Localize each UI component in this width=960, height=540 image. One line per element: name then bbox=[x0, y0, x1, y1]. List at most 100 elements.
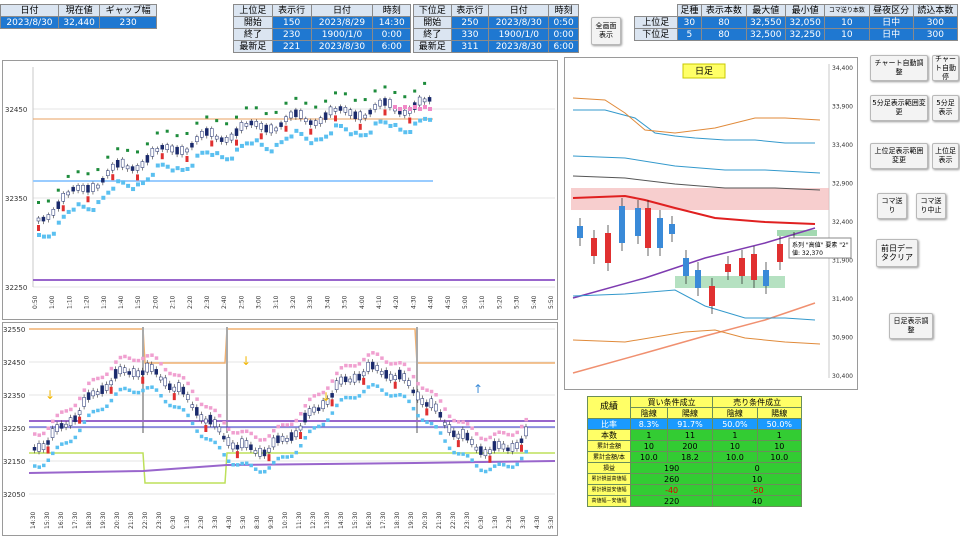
bottom-pink-dot-108 bbox=[519, 424, 524, 429]
bottom-pink-dot-101 bbox=[488, 435, 492, 440]
top-lower-dot-32 bbox=[195, 153, 200, 158]
bottom-pink-dot-42 bbox=[222, 421, 226, 425]
top-candle-70 bbox=[383, 98, 387, 106]
upper-latest-date: 2023/8/30 bbox=[310, 40, 374, 53]
top-candle-56 bbox=[313, 120, 318, 126]
daily-ma-red bbox=[572, 194, 816, 225]
top-lower-dot-27 bbox=[170, 168, 175, 173]
stats-sub-2: 陰線 bbox=[712, 407, 758, 419]
settings-lower-type[interactable]: 5 bbox=[676, 28, 703, 41]
top-candle-12 bbox=[96, 184, 100, 189]
top-red-candle-50 bbox=[284, 125, 288, 132]
bottom-ytick-0: 32550 bbox=[3, 326, 25, 334]
bottom-blue-dot-46 bbox=[240, 461, 244, 466]
five-min-range-button[interactable]: 5分足表示範囲変更 bbox=[870, 95, 928, 121]
daily-candle-14 bbox=[763, 270, 769, 286]
bottom-blue-dot-48 bbox=[249, 463, 253, 468]
bottom-pink-dot-3 bbox=[46, 426, 51, 430]
settings-upper-step[interactable]: 10 bbox=[824, 16, 870, 29]
bottom-candle-31 bbox=[172, 386, 177, 392]
settings-upper-count[interactable]: 80 bbox=[701, 16, 747, 29]
bottom-candle-12 bbox=[86, 392, 91, 400]
daily-title-box bbox=[682, 63, 726, 79]
current-price-table: 日付 現在値 ギャップ幅 2023/8/30 32,440 230 bbox=[0, 4, 157, 29]
top-lower-dot-18 bbox=[126, 183, 131, 188]
bottom-red-candle-59 bbox=[299, 432, 303, 440]
settings-upper-max[interactable]: 32,550 bbox=[745, 16, 786, 29]
top-xtick-25: 5:00 bbox=[462, 295, 469, 309]
settings-upper-min[interactable]: 32,050 bbox=[784, 16, 826, 29]
top-candle-22 bbox=[145, 155, 150, 163]
daily-candle-12 bbox=[739, 258, 745, 276]
bottom-candle-7 bbox=[64, 423, 68, 428]
bottom-candle-23 bbox=[136, 370, 140, 378]
bottom-pink-dot-11 bbox=[82, 388, 87, 392]
bottom-pink-dot-28 bbox=[159, 361, 163, 366]
lower-latest-time: 6:00 bbox=[548, 40, 579, 53]
settings-lower-load[interactable]: 300 bbox=[912, 28, 959, 41]
top-lower-dot-14 bbox=[106, 190, 111, 195]
daily-adjust-button[interactable]: 日足表示調整 bbox=[889, 313, 933, 339]
bottom-candle-77 bbox=[379, 371, 384, 375]
lower-start-row: 250 bbox=[450, 16, 490, 29]
five-min-show-button[interactable]: 5分足表示 bbox=[932, 95, 959, 121]
top-xtick-12: 2:50 bbox=[238, 295, 245, 309]
settings-lower-max[interactable]: 32,500 bbox=[745, 28, 786, 41]
lower-latest-row: 311 bbox=[450, 40, 490, 53]
lower-end-time: 0:00 bbox=[548, 28, 579, 41]
bottom-blue-dot-26 bbox=[150, 385, 154, 389]
bottom-pink-dot-40 bbox=[213, 408, 217, 413]
bottom-candle-93 bbox=[452, 430, 456, 438]
bottom-xtick-2: 16:30 bbox=[58, 512, 65, 529]
bottom-candle-70 bbox=[348, 378, 352, 383]
top-lower-dot-31 bbox=[190, 163, 195, 168]
bottom-blue-dot-60 bbox=[303, 436, 308, 440]
bottom-candle-97 bbox=[470, 439, 474, 445]
bottom-xtick-27: 19:30 bbox=[408, 512, 415, 529]
top-candle-67 bbox=[368, 109, 372, 115]
top-lower-dot-50 bbox=[284, 136, 289, 141]
fullscreen-button[interactable]: 全画面 表示 bbox=[591, 17, 621, 45]
top-lower-dot-73 bbox=[398, 127, 403, 132]
bottom-blue-dot-50 bbox=[258, 470, 262, 474]
bottom-blue-dot-10 bbox=[78, 428, 82, 433]
settings-upper-type[interactable]: 30 bbox=[676, 16, 703, 29]
bottom-blue-dot-12 bbox=[87, 413, 91, 418]
bottom-candle-37 bbox=[199, 414, 204, 421]
settings-lower-step[interactable]: 10 bbox=[824, 28, 870, 41]
bottom-blue-dot-91 bbox=[443, 439, 447, 443]
top-lower-dot-65 bbox=[358, 133, 363, 138]
settings-lower-session[interactable]: 日中 bbox=[868, 28, 914, 41]
top-candle-55 bbox=[309, 120, 313, 125]
clear-previous-data-button[interactable]: 前日データクリア bbox=[876, 239, 918, 267]
top-candle-61 bbox=[338, 106, 343, 111]
daily-chart-svg: 日足 34,40033,90033,40032,90032,40031,9003… bbox=[571, 63, 853, 380]
bottom-x-ticks: 14:30 15:30 16:30 17:30 18:30 19:30 20:30 21:30… bbox=[30, 512, 555, 529]
bottom-pink-dot-5 bbox=[55, 413, 60, 418]
top-pink-dot-0 bbox=[393, 105, 397, 109]
gap-header: ギャップ幅 bbox=[99, 4, 157, 17]
bottom-blue-dot-11 bbox=[82, 420, 87, 424]
bottom-candle-25 bbox=[145, 362, 149, 373]
chart-auto-stop-button[interactable]: チャート自動停 bbox=[932, 55, 959, 81]
top-red-candle-75 bbox=[408, 117, 412, 124]
top-pink-dot-5 bbox=[418, 107, 422, 111]
upper-range-button[interactable]: 上位足表示範囲変更 bbox=[870, 143, 928, 169]
bottom-candle-21 bbox=[127, 371, 131, 375]
bottom-blue-dot-97 bbox=[470, 458, 474, 462]
top-lower-dot-61 bbox=[338, 123, 343, 128]
bottom-candle-4 bbox=[50, 428, 55, 438]
koma-button[interactable]: コマ送り bbox=[877, 193, 907, 219]
top-green-dot-64 bbox=[353, 98, 357, 102]
chart-auto-adjust-button[interactable]: チャート自動調整 bbox=[870, 55, 928, 81]
upper-show-button[interactable]: 上位足表示 bbox=[932, 143, 959, 169]
bottom-blue-dot-30 bbox=[168, 403, 172, 408]
settings-lower-count[interactable]: 80 bbox=[701, 28, 747, 41]
koma-stop-button[interactable]: コマ送り中止 bbox=[916, 193, 946, 219]
bottom-pink-dot-45 bbox=[235, 431, 240, 435]
settings-lower-min[interactable]: 32,250 bbox=[784, 28, 826, 41]
bottom-candle-76 bbox=[375, 365, 379, 371]
top-lower-dot-45 bbox=[259, 142, 264, 147]
settings-upper-session[interactable]: 日中 bbox=[868, 16, 914, 29]
settings-upper-load[interactable]: 300 bbox=[912, 16, 959, 29]
